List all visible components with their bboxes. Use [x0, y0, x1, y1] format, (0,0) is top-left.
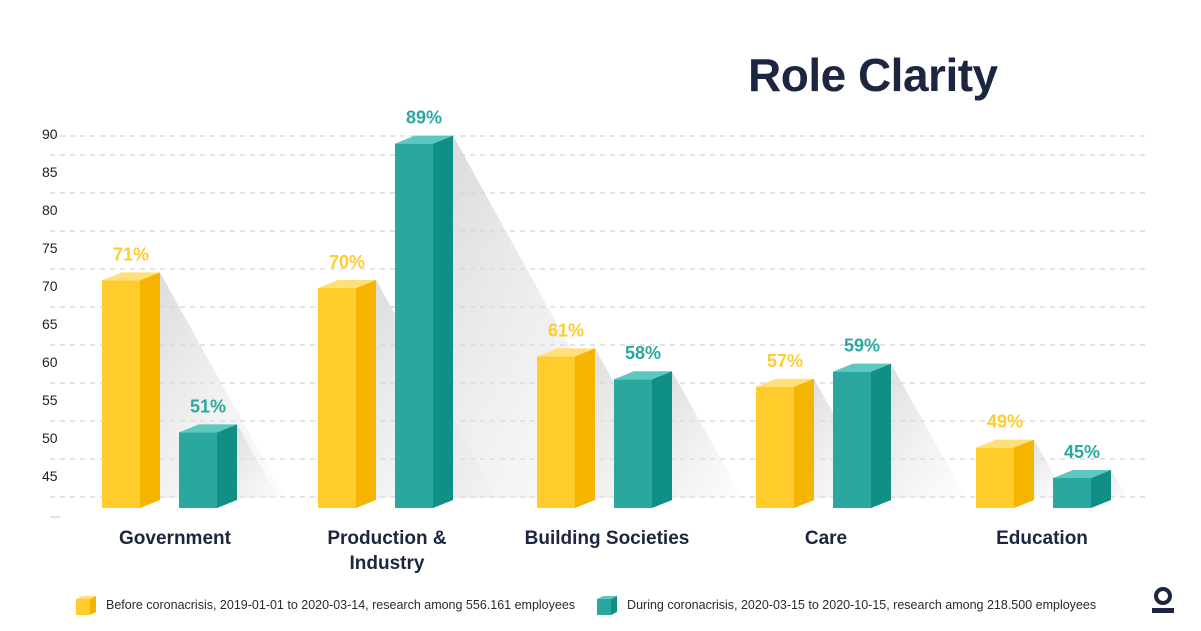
bar-side [1091, 470, 1111, 508]
y-tick-label: 85 [42, 164, 58, 180]
bar-side [433, 135, 453, 508]
y-tick-label: 70 [42, 278, 58, 294]
bar-before [756, 378, 814, 508]
category-label: Building Societies [525, 528, 690, 549]
y-tick-label: 80 [42, 202, 58, 218]
chart-title: Role Clarity [748, 49, 998, 101]
bar-during [1053, 470, 1111, 508]
bar-top [395, 135, 453, 144]
bar-before [102, 272, 160, 508]
bar-front [976, 447, 1014, 508]
legend: Before coronacrisis, 2019-01-01 to 2020-… [76, 594, 1118, 616]
bar-before [976, 439, 1034, 508]
bar-front [833, 371, 871, 508]
category-label: Education [996, 528, 1088, 549]
bar-top [318, 280, 376, 288]
bar-top [1053, 470, 1111, 478]
legend-swatch-before [76, 595, 98, 615]
bar-top [537, 348, 595, 357]
category-label: Care [805, 528, 847, 549]
bar-top [614, 371, 672, 380]
bar-top [756, 378, 814, 387]
y-tick-label: 55 [42, 392, 58, 408]
bar-side [140, 272, 160, 508]
bar-before [318, 280, 376, 508]
bar-shadow [433, 135, 654, 498]
legend-swatch-during [597, 595, 619, 615]
bar-front [102, 280, 140, 508]
bar-shadow [140, 272, 286, 498]
y-tick-label: 50 [42, 430, 58, 446]
bar-top [976, 439, 1034, 448]
data-label-during: 45% [1064, 442, 1100, 462]
data-label-before: 61% [548, 320, 584, 340]
brand-logo-icon [1151, 586, 1175, 623]
bar-front [318, 288, 356, 508]
bar-during [833, 363, 891, 508]
data-label-during: 89% [406, 108, 442, 128]
data-label-before: 57% [767, 351, 803, 371]
bar-side [652, 371, 672, 508]
data-label-before: 70% [329, 252, 365, 272]
legend-label-before: Before coronacrisis, 2019-01-01 to 2020-… [106, 598, 576, 612]
bar-top [833, 363, 891, 372]
bar-front [756, 386, 794, 508]
bar-during [179, 424, 237, 508]
bar-front [1053, 478, 1091, 508]
bar-shadow [652, 371, 743, 498]
bars [102, 135, 1111, 508]
data-label-before: 71% [113, 244, 149, 264]
category-label: Production & Industry [327, 528, 447, 574]
bar-top [179, 424, 237, 433]
data-label-during: 51% [190, 396, 226, 416]
y-tick-label: 75 [42, 240, 58, 256]
category-label: Government [119, 528, 232, 549]
bar-front [179, 432, 217, 508]
y-axis: 45 50 55 60 65 70 75 80 85 90 [42, 126, 58, 484]
bar-side [1014, 439, 1034, 508]
bar-before [537, 348, 595, 508]
data-labels: 71% 70% 61% 57% 49% 51% 89% 58% 59% 45% [113, 108, 1100, 462]
y-tick-label: 45 [42, 468, 58, 484]
data-label-during: 58% [625, 343, 661, 363]
legend-label-during: During coronacrisis, 2020-03-15 to 2020-… [627, 598, 1097, 612]
bar-side [794, 378, 814, 508]
bar-front [614, 379, 652, 508]
legend-item-during: During coronacrisis, 2020-03-15 to 2020-… [597, 595, 1096, 615]
bar-side [217, 424, 237, 508]
x-axis-categories: Government Production & Industry Building S… [119, 528, 1088, 574]
bar-side [575, 348, 595, 508]
bar-side [356, 280, 376, 508]
bar-top [102, 272, 160, 281]
y-tick-label: 65 [42, 316, 58, 332]
bar-shadow [871, 363, 967, 498]
bar-during [395, 135, 453, 508]
y-tick-label: 90 [42, 126, 58, 142]
bar-side [871, 363, 891, 508]
legend-item-before: Before coronacrisis, 2019-01-01 to 2020-… [76, 595, 575, 615]
y-tick-label: 60 [42, 354, 58, 370]
bar-during [614, 371, 672, 508]
bar-front [537, 356, 575, 508]
bar-front [395, 143, 433, 508]
data-label-before: 49% [987, 412, 1023, 432]
data-label-during: 59% [844, 336, 880, 356]
